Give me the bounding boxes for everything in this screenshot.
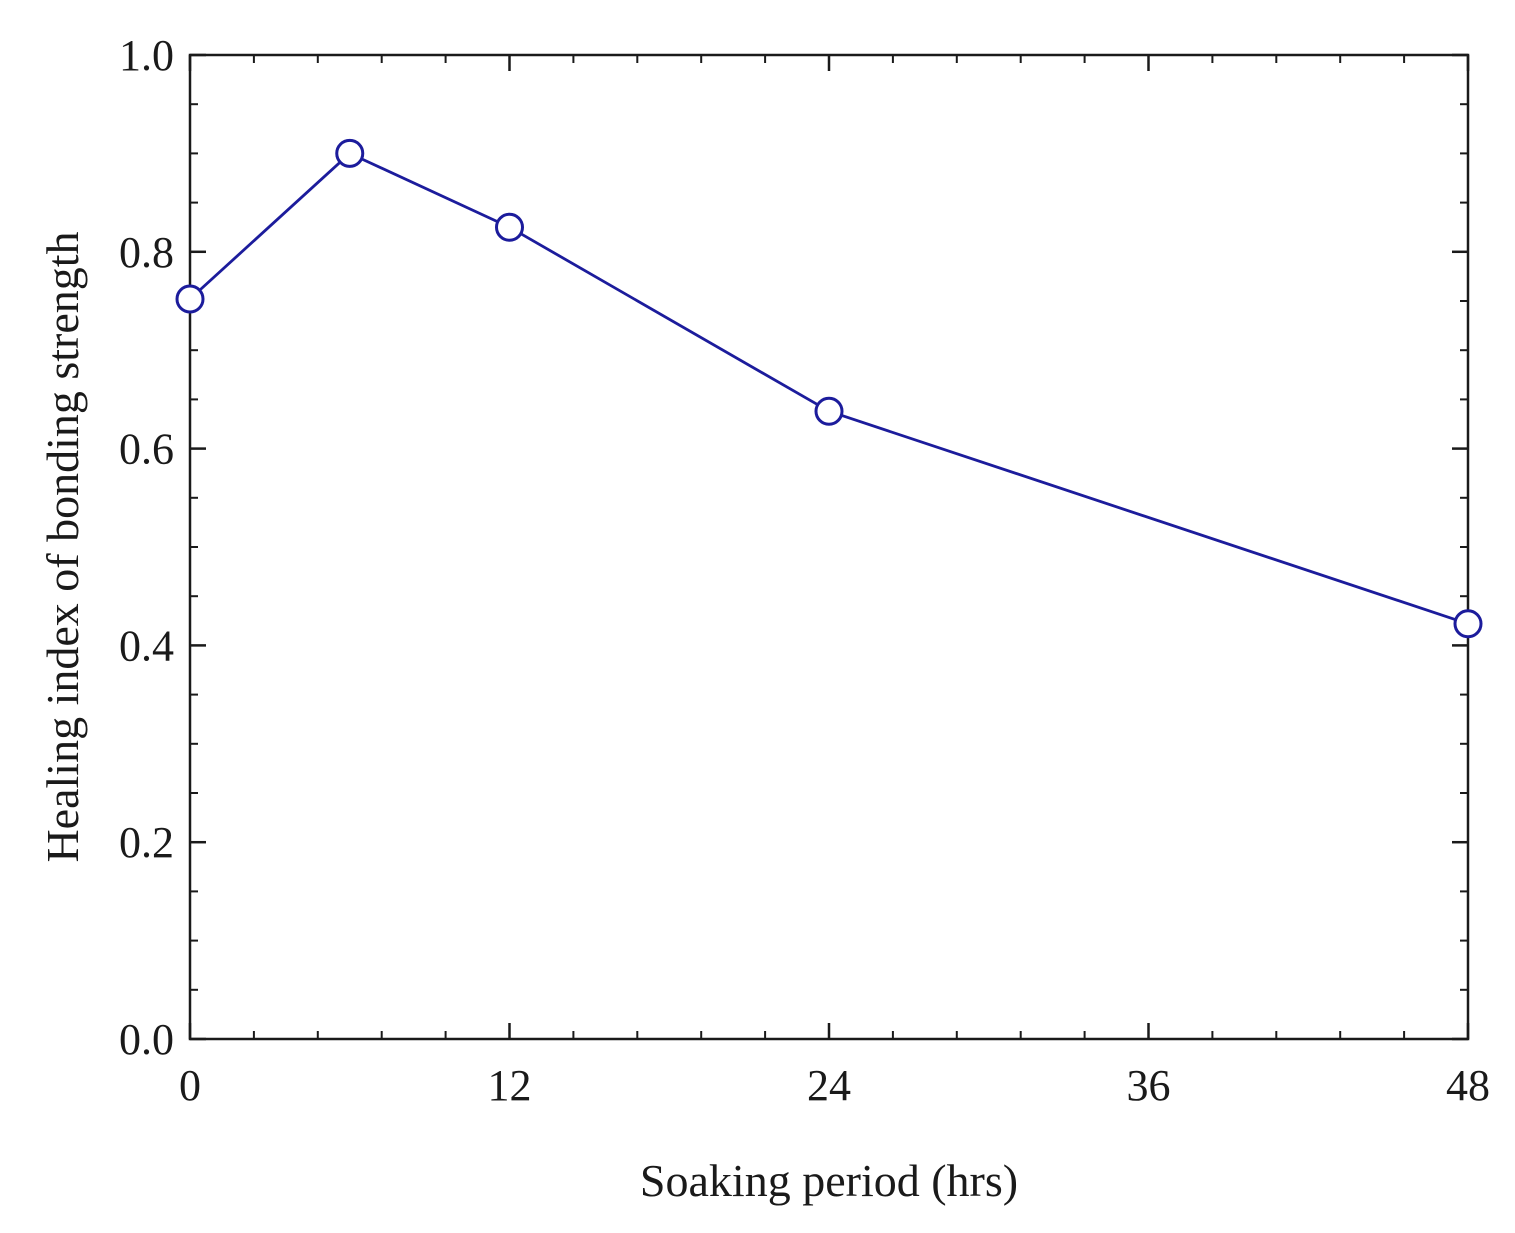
y-tick-label: 0.2 (119, 818, 174, 867)
series-line-segment (198, 161, 342, 292)
minor-ticks (190, 55, 1468, 1039)
data-point-marker (1453, 609, 1483, 639)
x-tick-label: 24 (807, 1061, 851, 1110)
x-axis-title: Soaking period (hrs) (640, 1155, 1018, 1206)
y-tick-label: 0.6 (119, 425, 174, 474)
x-tick-label: 36 (1127, 1061, 1171, 1110)
data-point-marker (814, 396, 844, 426)
data-point-marker (175, 284, 205, 314)
y-tick-label: 0.4 (119, 621, 174, 670)
major-ticks (188, 53, 1470, 1041)
x-tick-label: 12 (488, 1061, 532, 1110)
plot-frame (188, 53, 1470, 1041)
y-tick-label: 0.0 (119, 1015, 174, 1064)
series-line-segment (520, 232, 819, 406)
series-lines (198, 157, 1457, 621)
y-tick-labels: 0.0 0.2 0.4 0.6 0.8 1.0 (119, 31, 174, 1064)
series-line-segment (360, 157, 499, 224)
x-tick-label: 48 (1446, 1061, 1490, 1110)
y-tick-label: 0.8 (119, 228, 174, 277)
data-point-marker (335, 138, 365, 168)
series-markers (175, 138, 1483, 639)
x-tick-labels: 0 12 24 36 48 (179, 1061, 1490, 1110)
x-tick-label: 0 (179, 1061, 201, 1110)
series-line-segment (840, 413, 1457, 621)
y-tick-label: 1.0 (119, 31, 174, 80)
data-point-marker (495, 212, 524, 242)
y-axis-title: Healing index of bonding strength (37, 231, 88, 862)
